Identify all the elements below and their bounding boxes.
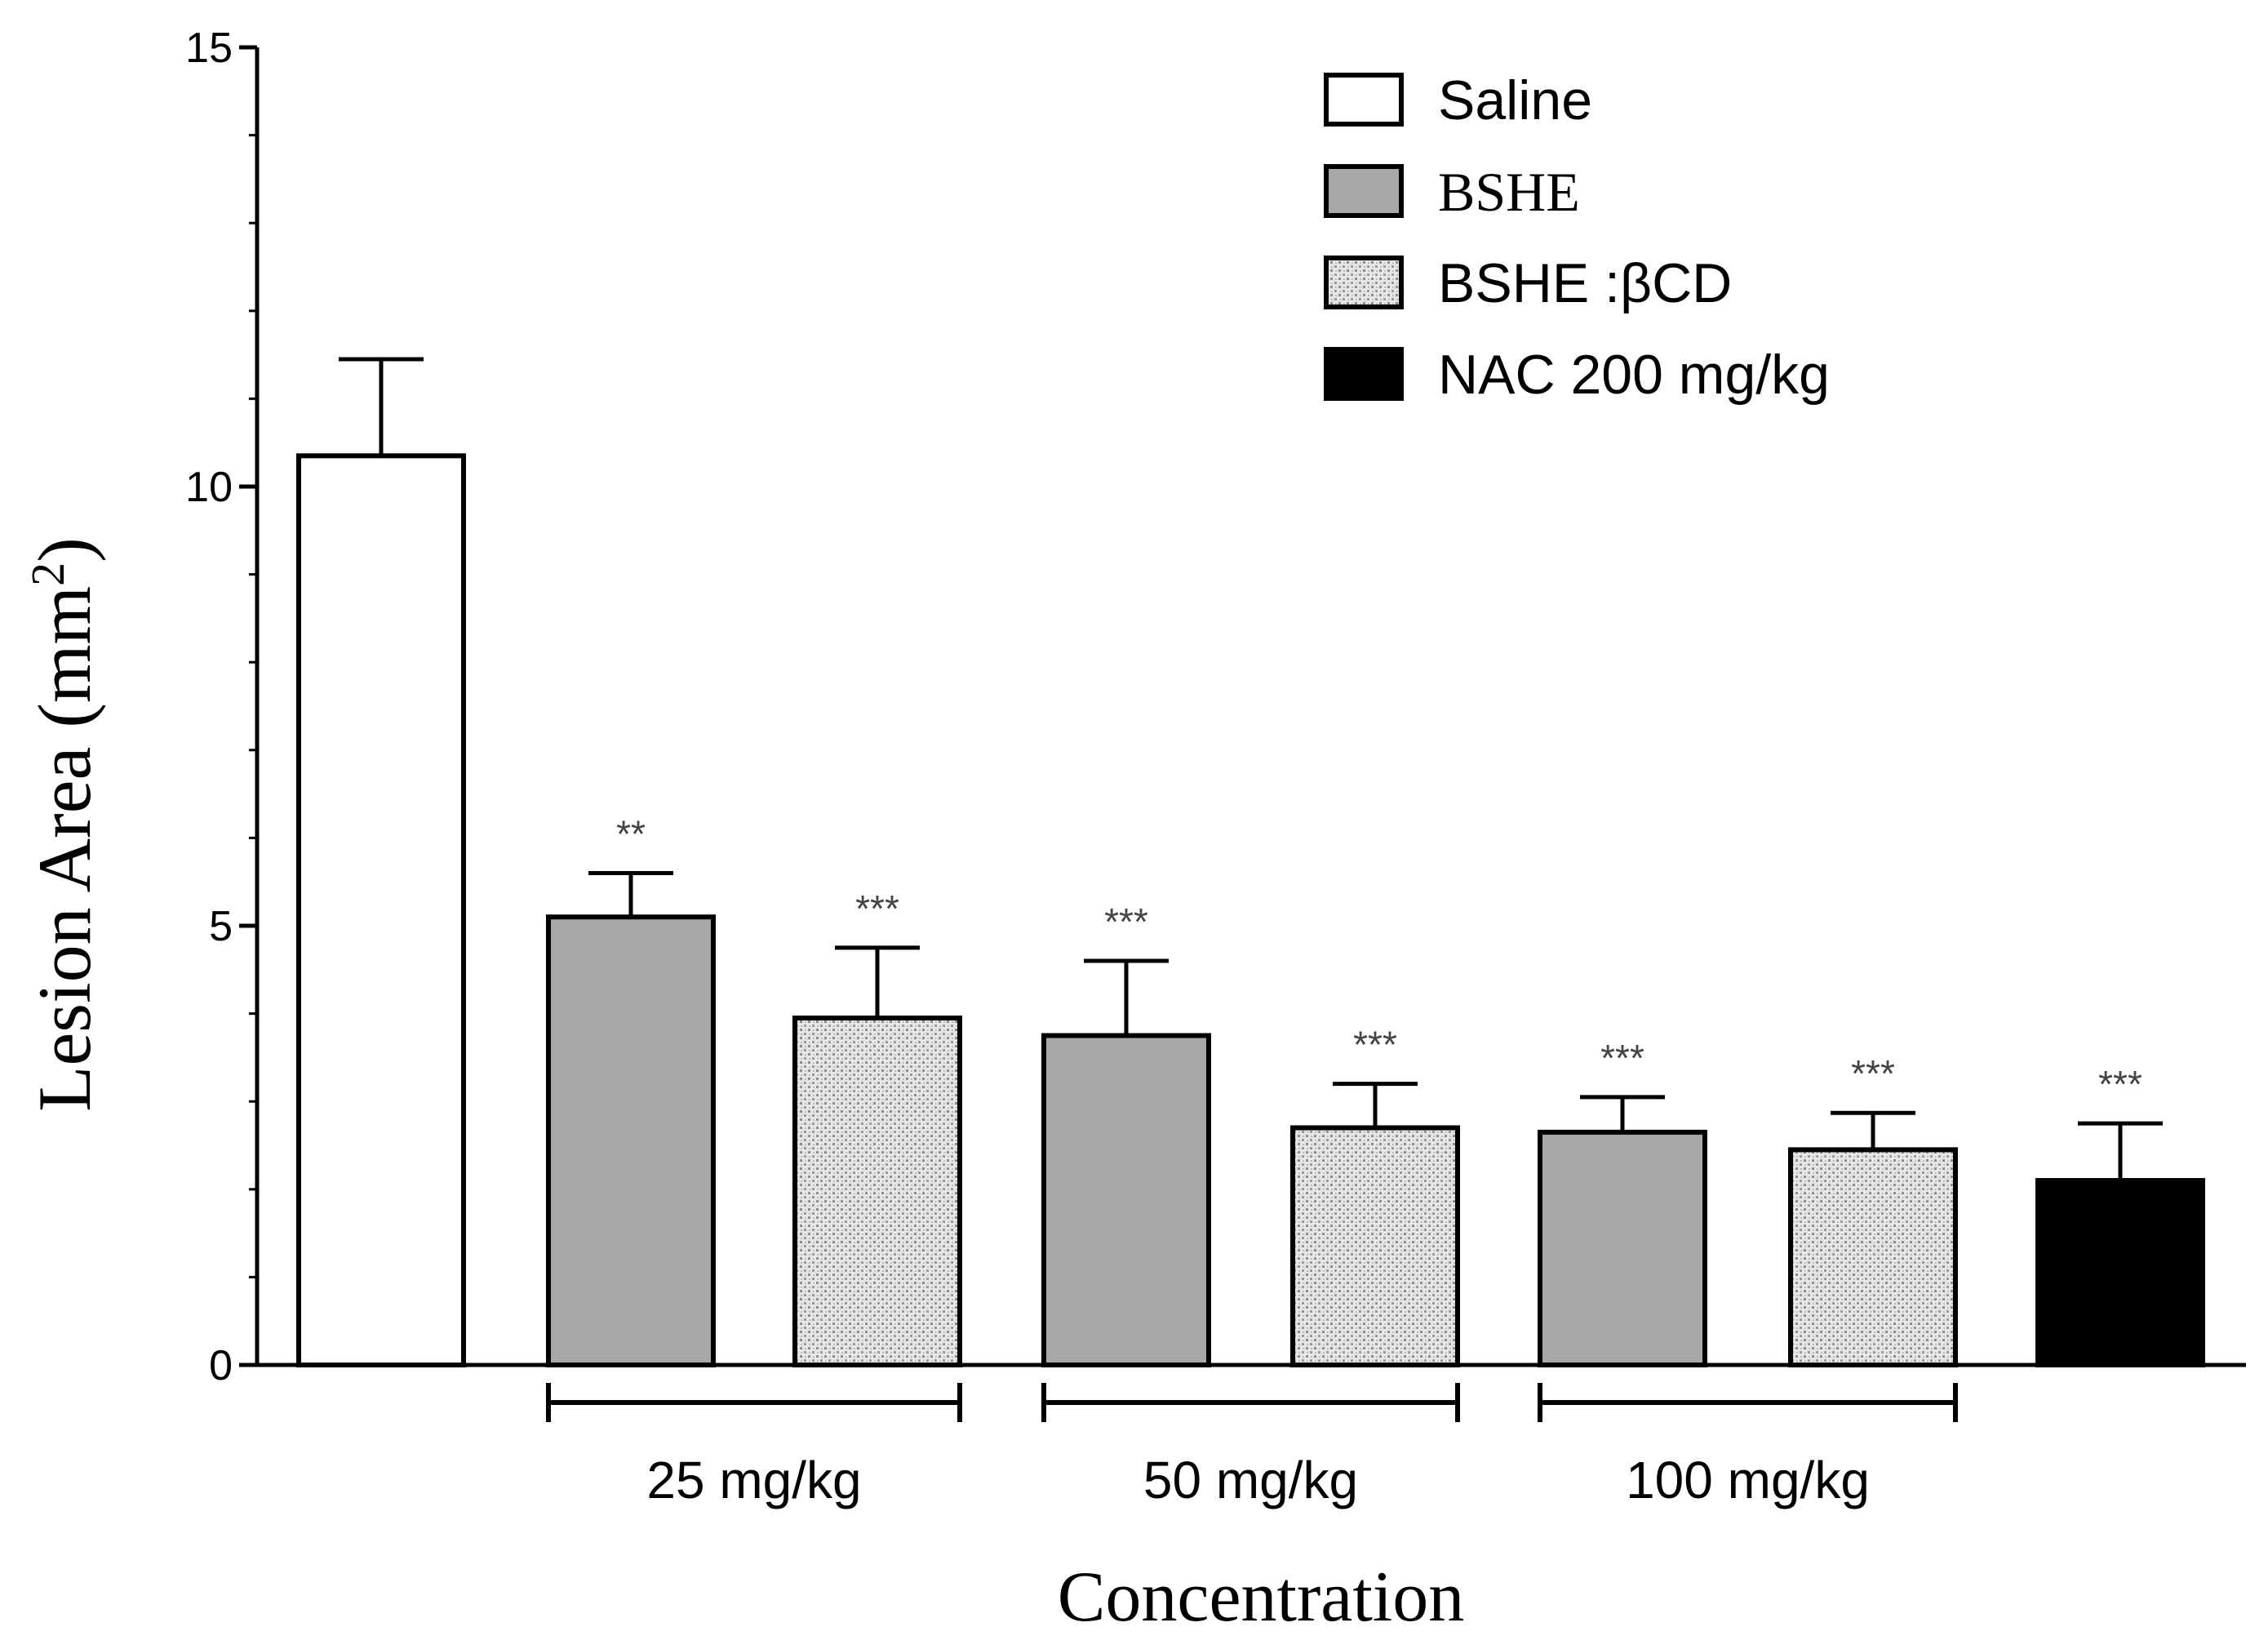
bar: [296, 453, 466, 1368]
significance-label: ***: [855, 887, 899, 930]
bars: ***** ****** *** *** ***: [296, 357, 2205, 1368]
legend-swatch: [1324, 73, 1404, 127]
significance-label: ***: [1353, 1024, 1397, 1066]
y-tick-label: 10: [185, 464, 233, 511]
bar: [1788, 1147, 1958, 1367]
legend-swatch: [1324, 164, 1404, 218]
group-label: 50 mg/kg: [1143, 1451, 1358, 1509]
bar: [1538, 1129, 1707, 1367]
x-axis-title: Concentration: [1058, 1558, 1465, 1636]
group-brackets: 25 mg/kg 50 mg/kg 100 mg/kg: [546, 1383, 1958, 1509]
bar: [2035, 1178, 2205, 1368]
bar: [546, 914, 716, 1367]
legend-swatch: [1324, 256, 1404, 309]
legend-swatch: [1324, 347, 1404, 401]
significance-label: ***: [1104, 900, 1148, 943]
bar: [1290, 1125, 1460, 1367]
group-label: 100 mg/kg: [1626, 1451, 1870, 1509]
bar: [792, 1015, 962, 1367]
significance-label: ***: [1851, 1052, 1895, 1095]
y-axis-title-superscript: 2: [21, 562, 74, 586]
bar: [1041, 1033, 1211, 1367]
legend-label: Saline: [1438, 69, 1592, 131]
legend-label: BSHE: [1438, 161, 1580, 223]
y-tick-label: 15: [185, 24, 233, 72]
legend-label: BSHE :βCD: [1438, 252, 1732, 314]
group-label: 25 mg/kg: [646, 1451, 861, 1509]
legend: Saline BSHE BSHE :βCD NAC 200 mg/kg: [1324, 69, 1830, 406]
y-tick-label: 5: [209, 903, 233, 950]
y-tick-label: 0: [209, 1342, 233, 1389]
significance-label: ***: [2098, 1063, 2142, 1105]
significance-label: ***: [1600, 1037, 1644, 1079]
significance-label: **: [616, 812, 646, 855]
legend-label: NAC 200 mg/kg: [1438, 344, 1830, 406]
y-axis-title: Lesion Area (mm2): [21, 537, 106, 1111]
